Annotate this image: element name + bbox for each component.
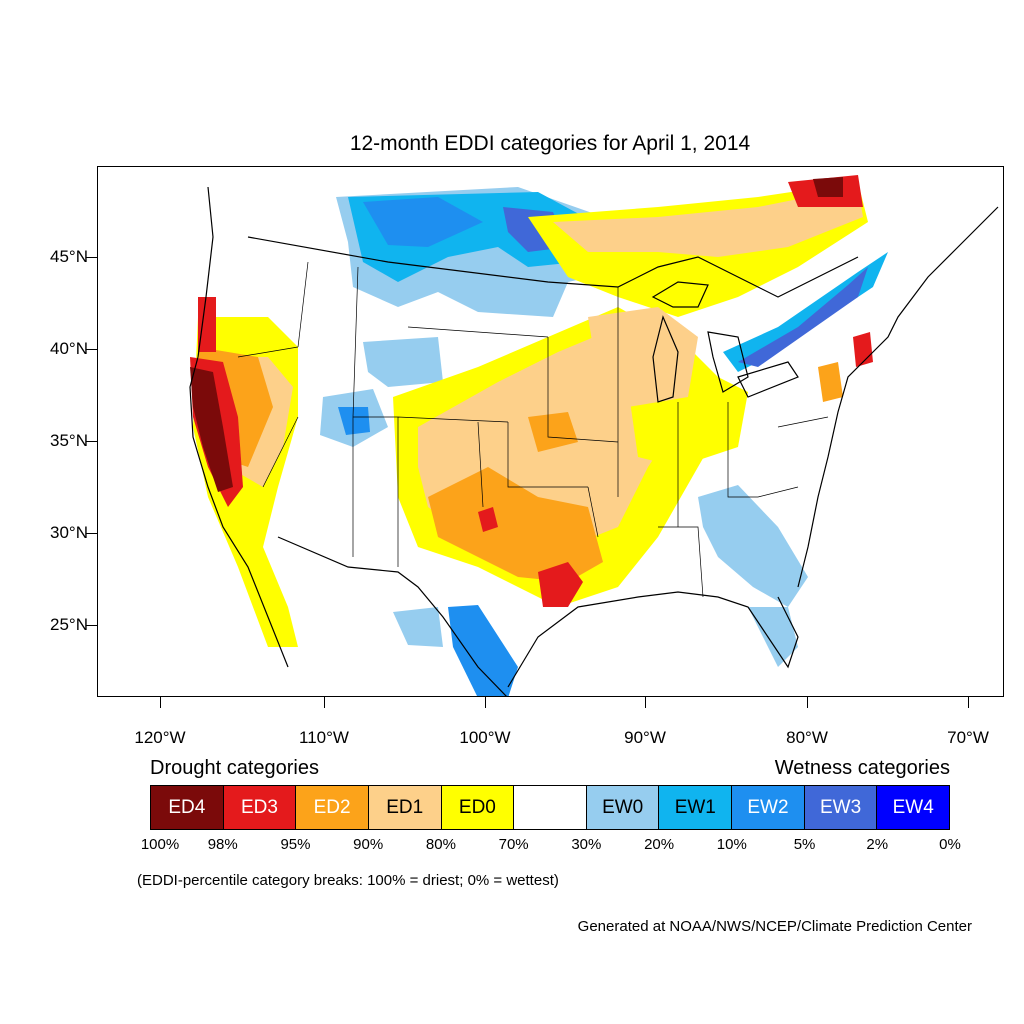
legend-cell-ed3: ED3 <box>223 786 297 829</box>
midatlantic-ed2 <box>818 362 843 402</box>
us-canada-border <box>247 236 859 298</box>
drought-heading: Drought categories <box>150 757 319 779</box>
southeast-wet-region <box>698 485 808 607</box>
lon-tick-120 <box>160 697 161 708</box>
colorado-plateau-ew2-region <box>338 407 370 435</box>
lat-label-25: 25°N <box>50 615 88 634</box>
map-panel <box>97 166 1004 697</box>
lon-tick-100 <box>485 697 486 708</box>
lat-tick-45 <box>86 257 97 258</box>
percentile-label: 5% <box>793 836 816 853</box>
utah-wet-region <box>363 337 443 387</box>
lat-label-35: 35°N <box>50 431 88 450</box>
us-mexico-border <box>277 536 507 696</box>
percentile-label: 2% <box>866 836 889 853</box>
canada-border-drought-ed1 <box>553 187 863 257</box>
percentile-label: 10% <box>716 836 747 853</box>
legend-cell-ew0: EW0 <box>586 786 660 829</box>
percentile-label: 70% <box>498 836 529 853</box>
arkansas-ed3-hotspot <box>538 562 583 607</box>
northern-plains-ew2-region <box>363 197 483 247</box>
east-coast <box>797 206 999 588</box>
florida-wet-region <box>748 607 798 667</box>
kansas-ed2-hotspot <box>528 412 578 452</box>
credit-line: Generated at NOAA/NWS/NCEP/Climate Predi… <box>577 918 972 935</box>
boundaries <box>189 186 999 696</box>
gulf-coast <box>507 591 799 688</box>
legend-cell-ew1: EW1 <box>659 786 733 829</box>
great-lakes <box>651 281 799 403</box>
lat-tick-40 <box>86 349 97 350</box>
percentile-label: 90% <box>353 836 384 853</box>
lon-label-70: 70°W <box>947 728 989 747</box>
lon-label-80: 80°W <box>786 728 828 747</box>
legend-cell-ed2: ED2 <box>296 786 369 829</box>
percentile-label: 95% <box>280 836 311 853</box>
lat-label-45: 45°N <box>50 247 88 266</box>
west-coast-line <box>189 186 289 668</box>
lon-tick-90 <box>645 697 646 708</box>
legend-cell-ed4: ED4 <box>151 786 224 829</box>
percentile-label: 100% <box>140 836 180 853</box>
legend-cell-ed0: ED0 <box>441 786 515 829</box>
lon-label-120: 120°W <box>134 728 186 747</box>
category-note: (EDDI-percentile category breaks: 100% =… <box>137 872 559 889</box>
new-england-ed3 <box>853 332 873 367</box>
drought-regions <box>190 175 873 647</box>
oregon-coast-ed3 <box>198 297 216 352</box>
lat-label-30: 30°N <box>50 523 88 542</box>
texas-coast-wet-region <box>448 605 518 696</box>
lon-label-100: 100°W <box>459 728 511 747</box>
percentile-label: 30% <box>571 836 602 853</box>
lat-tick-35 <box>86 441 97 442</box>
california-ed4 <box>190 367 233 492</box>
legend-cell-ew4: EW4 <box>877 786 950 829</box>
eddi-map <box>189 175 999 696</box>
state-lines <box>237 261 829 598</box>
legend-cell-ew2: EW2 <box>732 786 805 829</box>
category-color-bar: ED4 ED3 ED2 ED1 ED0 EW0 EW1 EW2 EW3 EW4 <box>150 785 950 830</box>
wetness-heading: Wetness categories <box>774 757 950 779</box>
upper-midwest-ed1 <box>588 307 698 407</box>
percentile-label: 98% <box>207 836 238 853</box>
northeast-ontario-ed4 <box>813 177 843 197</box>
legend-cell-neutral <box>514 786 587 829</box>
lat-label-40: 40°N <box>50 339 88 358</box>
lon-label-90: 90°W <box>624 728 666 747</box>
lon-tick-70 <box>968 697 969 708</box>
map-title: 12-month EDDI categories for April 1, 20… <box>349 132 751 155</box>
south-texas-wet-region <box>393 607 443 647</box>
lon-tick-80 <box>807 697 808 708</box>
texas-ed3-hotspot <box>478 507 498 532</box>
southern-plains-ed2 <box>428 467 603 582</box>
lat-tick-25 <box>86 625 97 626</box>
percentile-label: 0% <box>939 836 961 853</box>
lon-label-110: 110°W <box>299 728 349 747</box>
lat-tick-30 <box>86 533 97 534</box>
percentile-label: 80% <box>425 836 456 853</box>
percentile-label: 20% <box>644 836 675 853</box>
legend-cell-ed1: ED1 <box>368 786 442 829</box>
legend-cell-ew3: EW3 <box>804 786 878 829</box>
great-lakes-ew3-region <box>738 267 868 367</box>
lon-tick-110 <box>324 697 325 708</box>
great-lakes-northeast-wet-region <box>723 252 888 372</box>
